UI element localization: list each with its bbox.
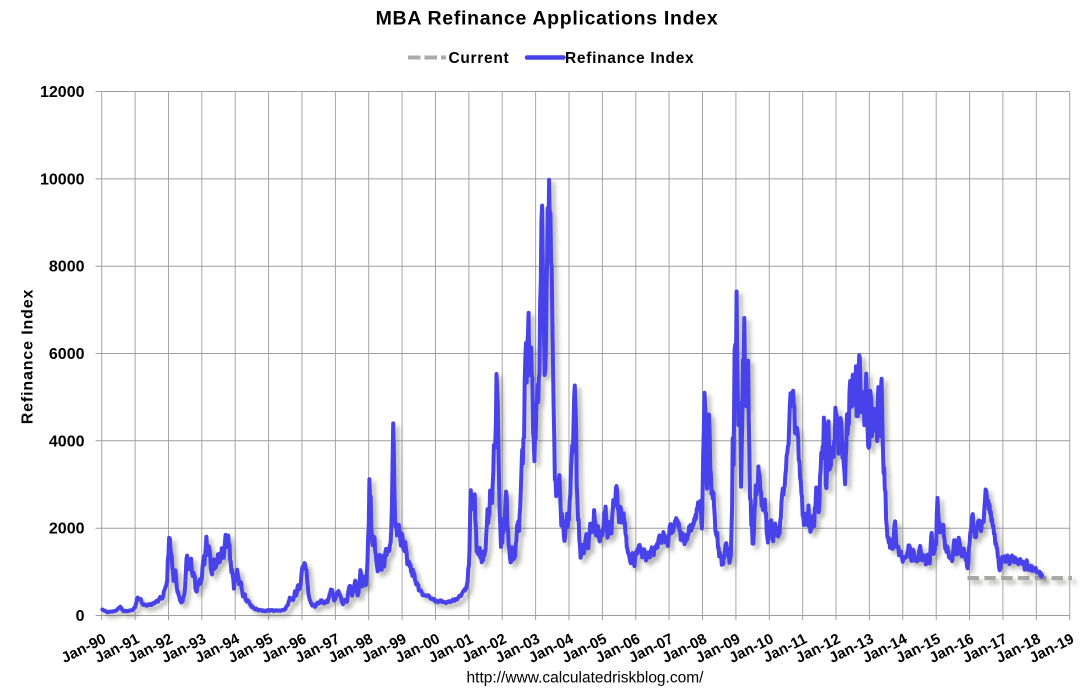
svg-text:Current: Current [449,50,510,67]
svg-text:12000: 12000 [40,84,85,101]
svg-text:http://www.calculatedriskblog.: http://www.calculatedriskblog.com/ [467,670,705,687]
svg-text:4000: 4000 [49,433,85,450]
svg-text:Refinance Index: Refinance Index [20,289,37,424]
svg-text:8000: 8000 [49,259,85,276]
svg-text:6000: 6000 [49,346,85,363]
svg-text:10000: 10000 [40,171,85,188]
svg-text:2000: 2000 [49,521,85,538]
svg-text:Refinance Index: Refinance Index [565,50,694,67]
svg-text:0: 0 [76,608,85,625]
svg-text:MBA Refinance Applications Ind: MBA Refinance Applications Index [376,8,719,30]
